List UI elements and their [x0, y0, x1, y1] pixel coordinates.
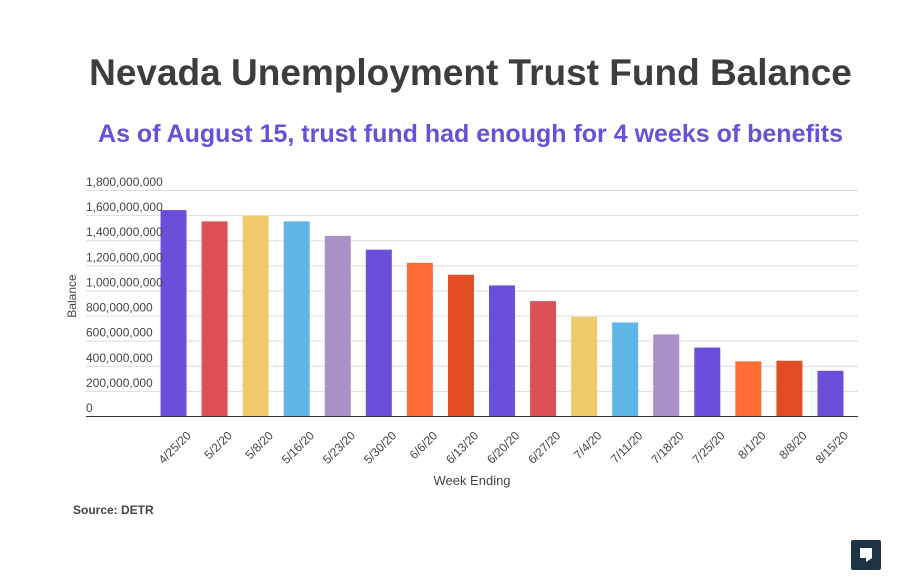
chart-title: Nevada Unemployment Trust Fund Balance — [89, 52, 852, 93]
source-note: Source: DETR — [73, 503, 154, 517]
x-tick-label: 7/25/20 — [689, 428, 727, 466]
x-tick-label: 5/16/20 — [279, 428, 317, 466]
bar — [242, 215, 269, 416]
x-tick-label: 6/13/20 — [443, 428, 481, 466]
x-tick-labels: 4/25/20 5/2/20 5/8/20 5/16/20 5/23/20 5/30/20… — [156, 428, 851, 466]
x-tick-label: 5/8/20 — [242, 428, 276, 462]
y-tick-label: 1,800,000,000 — [86, 175, 163, 189]
x-tick-label: 7/18/20 — [648, 428, 686, 466]
y-tick-label: 1,600,000,000 — [86, 200, 163, 214]
bar — [365, 249, 392, 416]
bar — [694, 347, 721, 416]
bar — [324, 235, 351, 416]
bar — [406, 262, 433, 416]
bar — [447, 274, 474, 416]
x-tick-label: 5/30/20 — [361, 428, 399, 466]
bar — [612, 322, 639, 416]
x-tick-label: 6/6/20 — [407, 428, 441, 462]
y-tick-labels: 0 200,000,000 400,000,000 600,000,000 800,00… — [86, 175, 163, 415]
x-tick-label: 4/25/20 — [156, 428, 194, 466]
bar — [653, 334, 680, 416]
x-tick-label: 6/20/20 — [484, 428, 522, 466]
y-tick-label: 1,200,000,000 — [86, 250, 163, 264]
bar — [530, 301, 557, 416]
x-axis-label: Week Ending — [433, 473, 510, 488]
y-tick-label: 1,400,000,000 — [86, 225, 163, 239]
y-tick-label: 800,000,000 — [86, 301, 153, 315]
bar — [735, 361, 762, 416]
x-tick-label: 8/1/20 — [735, 428, 769, 462]
y-tick-label: 600,000,000 — [86, 326, 153, 340]
y-tick-label: 400,000,000 — [86, 351, 153, 365]
bar — [160, 210, 187, 416]
bar — [283, 221, 310, 416]
y-tick-label: 1,000,000,000 — [86, 275, 163, 289]
bar — [201, 221, 228, 416]
y-tick-label: 0 — [86, 401, 93, 415]
x-tick-label: 8/8/20 — [776, 428, 810, 462]
bar — [571, 316, 598, 416]
y-axis-label: Balance — [65, 274, 79, 318]
nevada-independent-logo-icon — [851, 540, 881, 570]
bars — [160, 210, 844, 416]
x-tick-label: 5/23/20 — [320, 428, 358, 466]
y-tick-label: 200,000,000 — [86, 376, 153, 390]
bar — [776, 360, 803, 416]
x-tick-label: 7/11/20 — [608, 428, 646, 466]
bar — [817, 370, 844, 416]
x-tick-label: 7/4/20 — [571, 428, 605, 462]
x-tick-label: 5/2/20 — [201, 428, 235, 462]
x-tick-label: 8/15/20 — [813, 428, 851, 466]
x-tick-label: 6/27/20 — [525, 428, 563, 466]
chart-subtitle: As of August 15, trust fund had enough f… — [98, 120, 843, 148]
bar — [489, 285, 515, 416]
